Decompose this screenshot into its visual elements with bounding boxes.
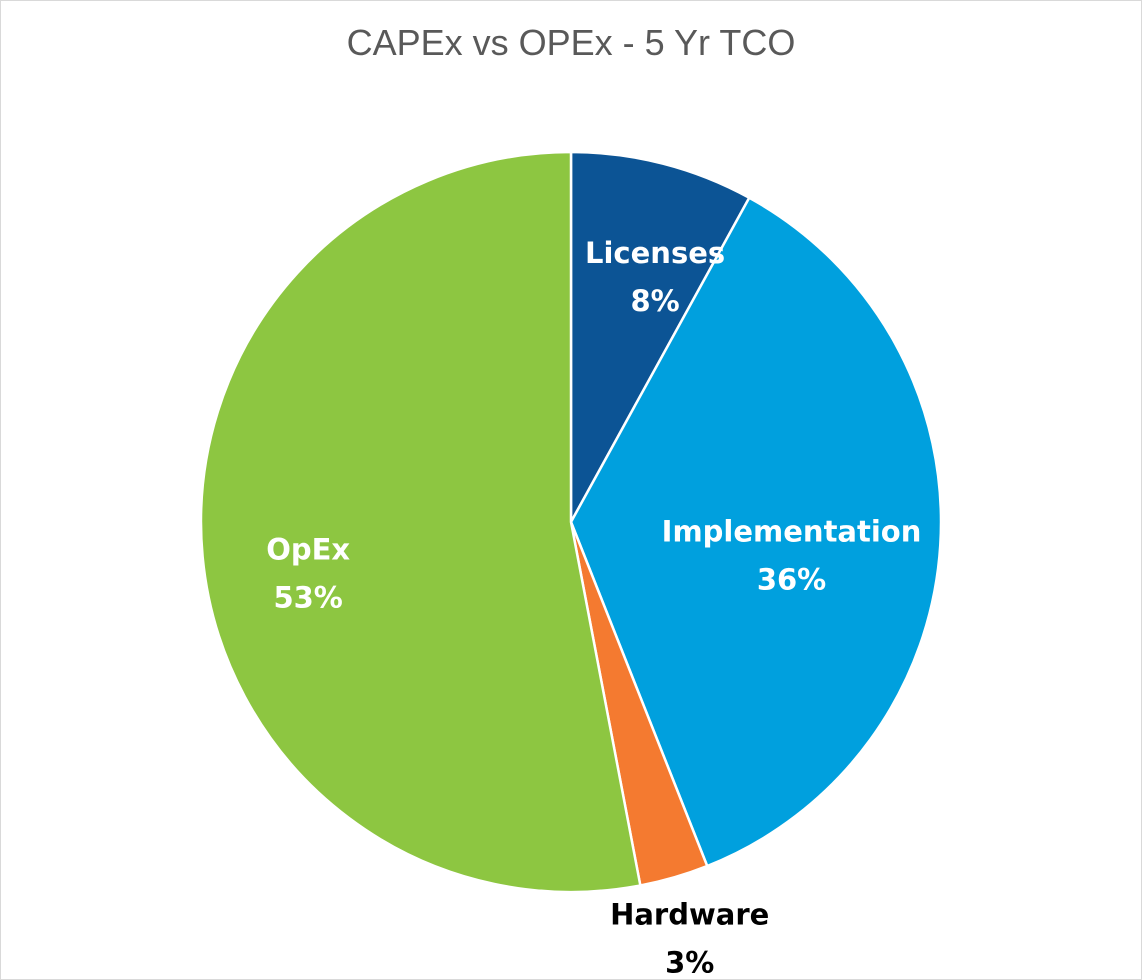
pie-slices — [199, 150, 943, 894]
slice-label-licenses: Licenses — [585, 236, 725, 270]
slice-value-hardware: 3% — [665, 946, 714, 980]
slice-label-implementation: Implementation — [662, 515, 922, 549]
pie-slice-licenses — [569, 150, 751, 523]
slice-label-opex: OpEx — [266, 533, 350, 567]
pie-labels: Licenses 8% Implementation 36% Hardware 3% OpE… — [266, 236, 921, 979]
slice-value-implementation: 36% — [757, 563, 826, 597]
pie-slice-implementation — [569, 196, 943, 868]
slice-value-opex: 53% — [273, 581, 342, 615]
slice-value-licenses: 8% — [630, 284, 679, 318]
pie-slice-opex — [199, 150, 642, 894]
slice-label-hardware: Hardware — [610, 898, 769, 932]
chart-title: CAPEx vs OPEx - 5 Yr TCO — [346, 22, 796, 63]
